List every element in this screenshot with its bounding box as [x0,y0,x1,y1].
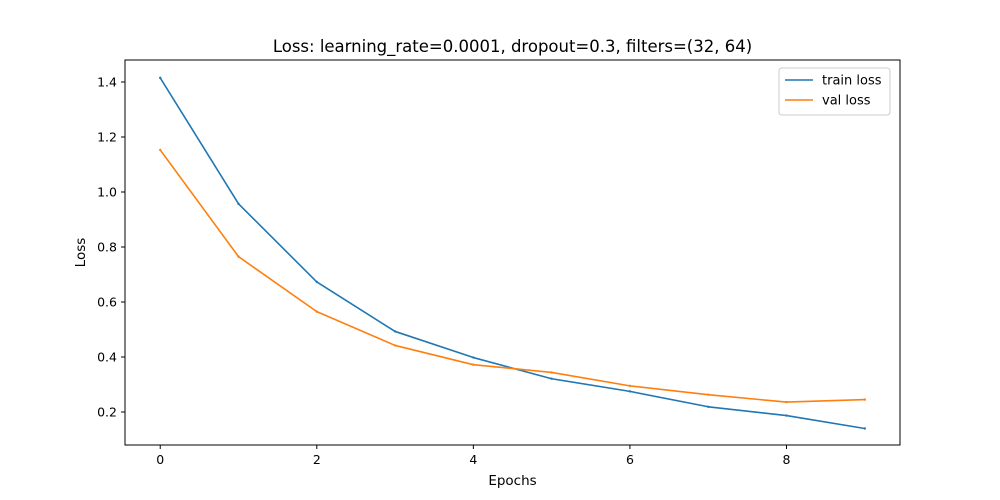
x-tick-label: 2 [313,452,321,467]
y-tick-label: 0.2 [97,405,117,420]
y-tick-label: 1.0 [97,185,117,200]
val-loss-point [237,255,240,258]
train-loss-point [393,330,397,333]
y-tick-label: 1.2 [97,130,117,145]
x-tick-label: 6 [626,452,634,467]
series-lines [159,76,866,430]
val-loss-point [159,148,162,152]
series-points [159,76,866,430]
plot-frame [124,59,901,446]
train-loss-point [707,405,710,408]
train-loss-legend-label: train loss [822,74,882,89]
y-tick-label: 0.4 [97,350,117,365]
train-loss-point [315,280,318,284]
x-tick-label: 8 [783,452,791,467]
val-loss-point [628,384,632,388]
train-loss-point [628,390,632,393]
val-loss-point [315,310,318,313]
chart-title: Loss: learning_rate=0.0001, dropout=0.3,… [273,37,752,57]
train-loss-point [863,427,866,430]
val-loss-legend-label: val loss [822,94,871,109]
val-loss-point [785,400,788,404]
train-loss-point [550,377,553,380]
y-tick-label: 0.6 [97,295,117,310]
plot-area [125,60,900,445]
legend: train loss val loss [778,67,891,116]
val-loss-point [863,398,866,401]
x-tick-label: 0 [156,452,164,467]
val-loss-point [550,371,553,374]
train-loss-point [159,76,162,80]
val-loss-point [393,344,397,347]
train-loss-point [237,202,240,206]
val-loss-point [472,363,475,366]
val-loss-point [707,393,710,396]
train-loss-point [472,356,475,359]
val-loss-line [159,148,866,403]
train-loss-point [785,414,788,417]
y-axis-label: Loss [73,238,89,268]
x-tick-label: 4 [469,452,477,467]
x-axis-ticks: 0 2 4 6 8 [156,445,791,467]
x-axis-label: Epochs [488,473,536,489]
y-tick-label: 0.8 [97,240,117,255]
y-axis-ticks: 0.2 0.4 0.6 0.8 1.0 1.2 1.4 [97,75,125,420]
y-tick-label: 1.4 [97,75,117,90]
